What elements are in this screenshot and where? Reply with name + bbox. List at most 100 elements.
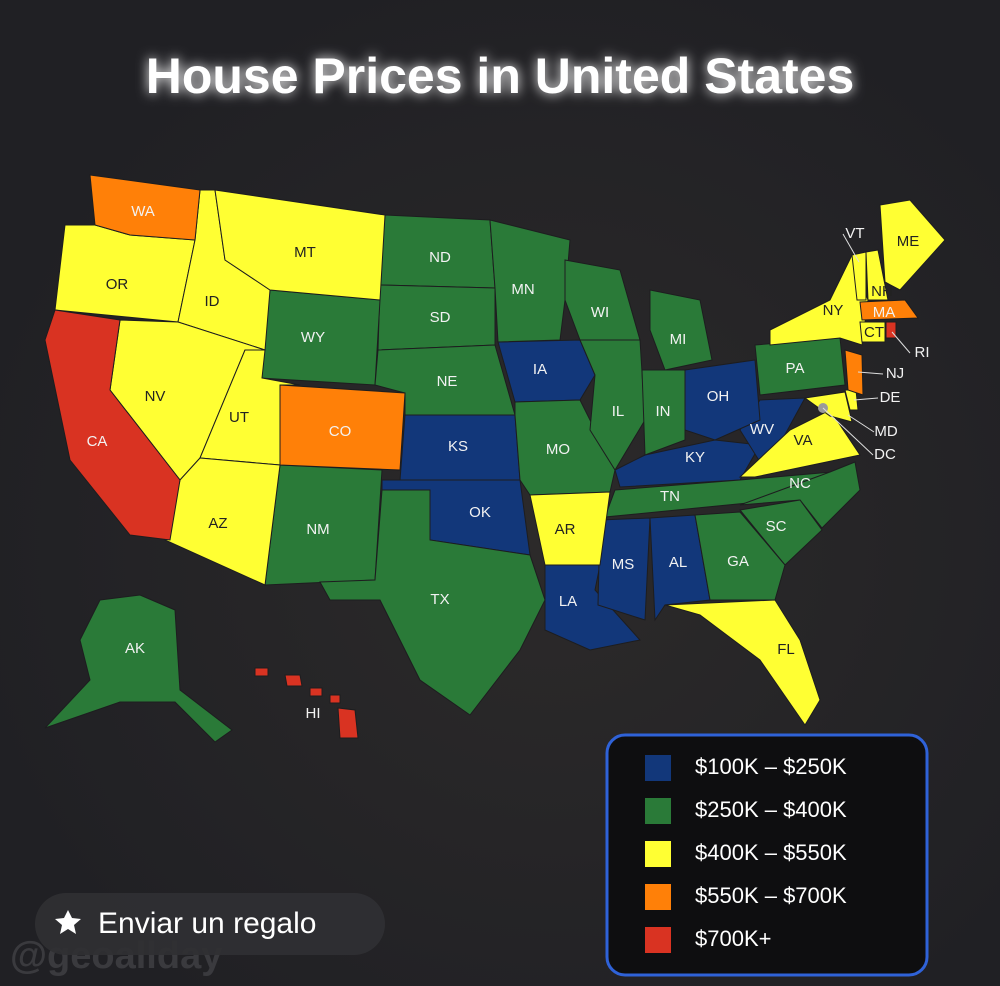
state-shape bbox=[859, 299, 919, 321]
state-shape bbox=[844, 349, 864, 396]
state-shape bbox=[865, 249, 889, 301]
state-label: KS bbox=[448, 438, 468, 455]
legend-label: $400K – $550K bbox=[695, 840, 847, 865]
state-shape bbox=[319, 489, 546, 716]
legend-box bbox=[605, 733, 929, 977]
state-label: OH bbox=[707, 388, 730, 405]
gift-icon bbox=[55, 910, 81, 934]
state-label: TN bbox=[660, 488, 680, 505]
leader-line bbox=[842, 233, 860, 263]
state-shape bbox=[309, 687, 323, 697]
state-label: AK bbox=[125, 640, 145, 657]
legend-swatch bbox=[645, 841, 671, 867]
gift-button-label[interactable]: Enviar un regalo bbox=[98, 907, 316, 940]
state-label: ID bbox=[205, 293, 220, 310]
state-label: AL bbox=[669, 554, 687, 571]
state-label: PA bbox=[786, 360, 805, 377]
leader-line bbox=[847, 414, 875, 433]
state-label: TX bbox=[430, 591, 449, 608]
state-label: WA bbox=[131, 203, 155, 220]
states-layer bbox=[44, 174, 946, 743]
state-shape bbox=[44, 594, 233, 743]
legend-swatch bbox=[645, 798, 671, 824]
state-label: NC bbox=[789, 475, 811, 492]
state-label: MI bbox=[670, 331, 687, 348]
state-label: AZ bbox=[208, 515, 227, 532]
state-shape bbox=[694, 511, 786, 601]
state-shape bbox=[164, 457, 281, 586]
state-shape bbox=[851, 251, 867, 301]
state-shape bbox=[879, 199, 946, 291]
state-shape bbox=[859, 321, 886, 343]
state-label: CT bbox=[864, 324, 884, 341]
state-label: IN bbox=[656, 403, 671, 420]
state-label: MO bbox=[546, 441, 570, 458]
state-label: MS bbox=[612, 556, 635, 573]
state-label: NJ bbox=[886, 365, 904, 382]
legend-label: $550K – $700K bbox=[695, 883, 847, 908]
state-shape bbox=[529, 491, 611, 566]
state-label: OR bbox=[106, 276, 129, 293]
leader-line bbox=[853, 397, 879, 401]
state-shape bbox=[497, 339, 596, 403]
state-label: MD bbox=[874, 423, 897, 440]
state-label: UT bbox=[229, 409, 249, 426]
legend: $100K – $250K $250K – $400K $400K – $550K $… bbox=[645, 754, 847, 953]
state-shape bbox=[649, 289, 713, 371]
state-label: WI bbox=[591, 304, 609, 321]
state-label: IL bbox=[612, 403, 625, 420]
state-shape bbox=[649, 514, 711, 622]
legend-label: $700K+ bbox=[695, 926, 771, 951]
state-shape bbox=[44, 309, 181, 541]
legend-swatch bbox=[645, 927, 671, 953]
state-label: AR bbox=[555, 521, 576, 538]
labels-layer: IA KS OK LA MS AL KY WV OH ND SD MN WI MI WY NE MO IL IN NM… bbox=[87, 203, 930, 722]
state-shape bbox=[279, 384, 406, 471]
state-shape bbox=[89, 174, 201, 241]
state-shape bbox=[641, 369, 686, 456]
map-title: House Prices in United States bbox=[146, 48, 855, 104]
state-shape bbox=[738, 409, 861, 478]
state-label: NY bbox=[823, 302, 844, 319]
state-label: ND bbox=[429, 249, 451, 266]
legend-swatch bbox=[645, 755, 671, 781]
state-label: FL bbox=[777, 641, 795, 658]
state-label: VT bbox=[845, 225, 864, 242]
state-shape bbox=[54, 224, 196, 323]
state-label: NM bbox=[306, 521, 329, 538]
leader-line bbox=[822, 407, 874, 456]
state-shape bbox=[374, 344, 516, 416]
state-label: MA bbox=[873, 304, 896, 321]
leader-line bbox=[891, 331, 911, 354]
state-label: ME bbox=[897, 233, 920, 250]
state-shape bbox=[337, 707, 359, 739]
state-label: CO bbox=[329, 423, 352, 440]
state-shape bbox=[579, 339, 646, 471]
state-shape bbox=[214, 189, 386, 301]
state-label: OK bbox=[469, 504, 491, 521]
state-shape bbox=[329, 694, 341, 704]
state-label: DC bbox=[874, 446, 896, 463]
gift-button[interactable] bbox=[35, 893, 385, 955]
state-label: VA bbox=[794, 432, 813, 449]
state-shape bbox=[254, 667, 269, 677]
state-shape bbox=[664, 599, 821, 726]
state-label: HI bbox=[306, 705, 321, 722]
state-label: KY bbox=[685, 449, 705, 466]
legend-label: $250K – $400K bbox=[695, 797, 847, 822]
state-label: CA bbox=[87, 433, 108, 450]
state-label: DE bbox=[880, 389, 901, 406]
state-label: IA bbox=[533, 361, 547, 378]
state-shape bbox=[489, 219, 571, 343]
state-label: NH bbox=[871, 283, 893, 300]
state-label: NV bbox=[145, 388, 166, 405]
state-label: WY bbox=[301, 329, 325, 346]
state-shape bbox=[284, 674, 303, 687]
legend-label: $100K – $250K bbox=[695, 754, 847, 779]
state-label: MN bbox=[511, 281, 534, 298]
state-label: GA bbox=[727, 553, 749, 570]
state-label: WV bbox=[750, 421, 774, 438]
legend-swatch bbox=[645, 884, 671, 910]
